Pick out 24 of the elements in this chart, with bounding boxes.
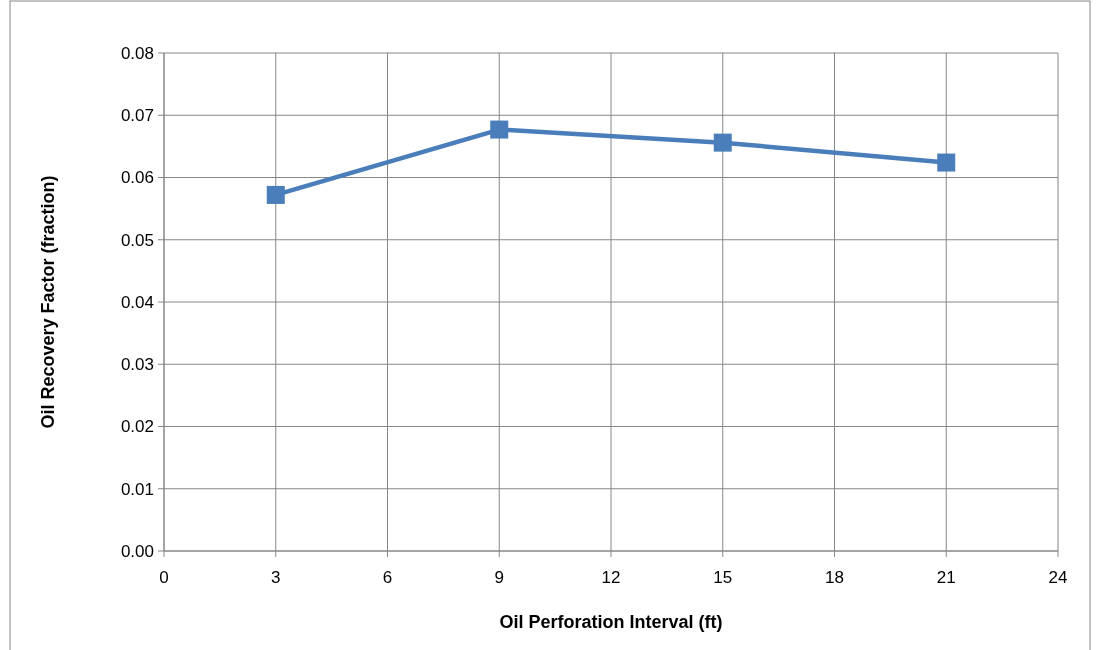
y-axis-title: Oil Recovery Factor (fraction)	[38, 175, 58, 429]
y-tick-label: 0.07	[120, 106, 154, 126]
x-tick-label: 9	[494, 568, 504, 587]
x-tick-label: 24	[1048, 568, 1068, 587]
x-tick-label: 12	[601, 568, 621, 587]
point	[937, 153, 956, 172]
y-tick-label: 0.01	[120, 479, 154, 499]
point	[713, 133, 732, 152]
x-tick-label: 15	[713, 568, 733, 587]
x-tick-label: 0	[159, 568, 169, 587]
x-tick-label: 21	[936, 568, 956, 587]
y-tick-label: 0.04	[120, 292, 154, 312]
y-tick-label: 0.08	[120, 43, 154, 63]
x-tick-label: 6	[382, 568, 393, 587]
y-tick-label: 0.06	[120, 168, 154, 188]
y-tick-label: 0.00	[120, 541, 154, 561]
y-tick-label: 0.05	[120, 230, 154, 250]
y-tick-label: 0.02	[120, 417, 154, 437]
x-tick-label: 3	[271, 568, 281, 587]
point	[490, 120, 509, 139]
y-tick-label: 0.03	[120, 355, 154, 375]
x-axis-title: Oil Perforation Interval (ft)	[499, 612, 723, 632]
x-tick-label: 18	[825, 568, 844, 587]
point	[266, 185, 285, 204]
